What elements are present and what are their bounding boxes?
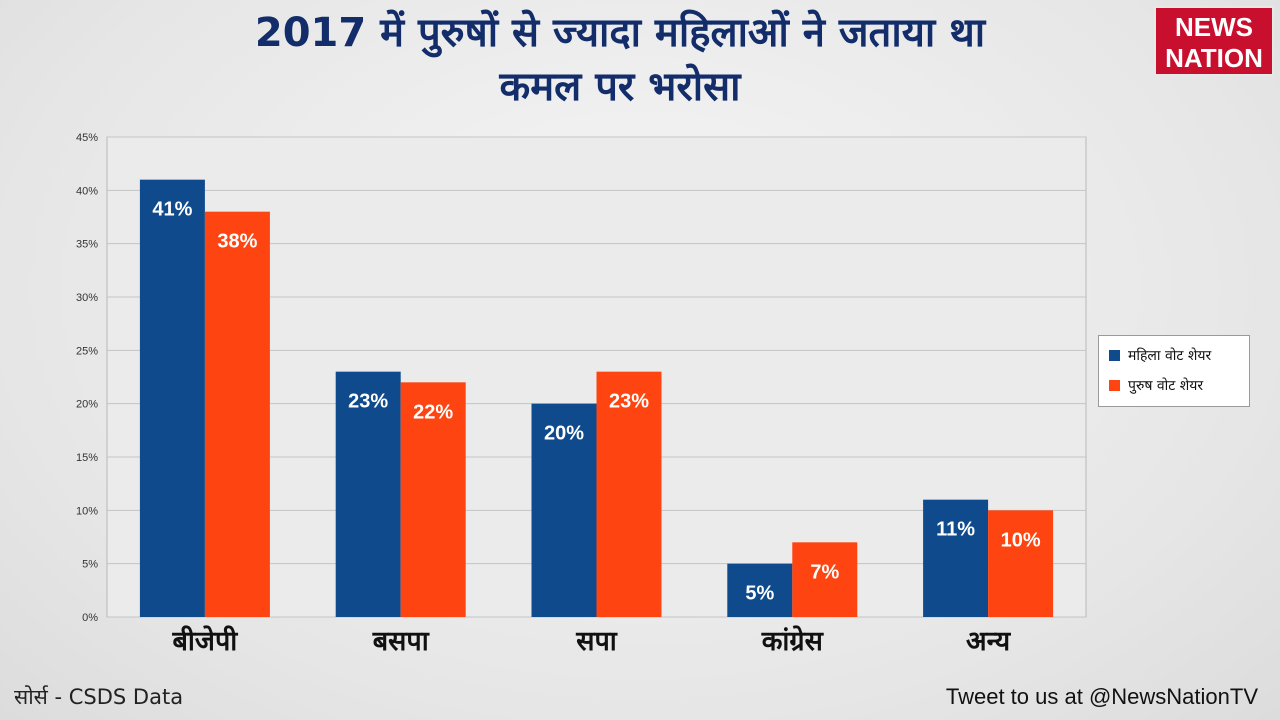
bar-value-label: 5% bbox=[745, 583, 774, 605]
bar bbox=[596, 371, 662, 617]
legend-item-men: पुरुष वोट शेयर bbox=[1109, 376, 1203, 396]
legend-swatch-women bbox=[1109, 350, 1120, 361]
y-tick-label: 25% bbox=[76, 345, 98, 357]
y-axis-ticks: 0% 5% 10% 15% 20% 25% 30% 35% 40% 45% bbox=[76, 132, 98, 624]
bar bbox=[139, 179, 205, 617]
title-line-2: कमल पर भरोसा bbox=[499, 64, 741, 110]
news-nation-logo: NEWS NATION bbox=[1154, 6, 1274, 76]
source-credit: सोर्स - CSDS Data bbox=[14, 685, 184, 709]
bar-value-label: 22% bbox=[413, 401, 453, 423]
logo-text-nation: NATION bbox=[1165, 43, 1263, 73]
chart-title: 2017 में पुरुषों से ज्यादा महिलाओं ने जत… bbox=[150, 6, 1090, 114]
bar-value-label: 10% bbox=[1001, 529, 1041, 551]
bar bbox=[727, 563, 793, 617]
y-tick-label: 5% bbox=[82, 559, 98, 571]
x-tick-label: अन्य bbox=[966, 626, 1012, 657]
bar bbox=[792, 542, 858, 617]
x-tick-label: बसपा bbox=[372, 626, 430, 657]
y-tick-label: 10% bbox=[76, 505, 98, 517]
y-tick-label: 35% bbox=[76, 239, 98, 251]
y-tick-label: 30% bbox=[76, 292, 98, 304]
bar bbox=[204, 211, 270, 617]
bar bbox=[335, 371, 401, 617]
y-tick-label: 15% bbox=[76, 452, 98, 464]
legend-label-women: महिला वोट शेयर bbox=[1128, 348, 1212, 364]
y-tick-label: 0% bbox=[82, 612, 98, 624]
bar-value-label: 20% bbox=[544, 423, 584, 445]
bar bbox=[400, 382, 466, 617]
legend: महिला वोट शेयर पुरुष वोट शेयर bbox=[1098, 335, 1250, 407]
bar-value-label: 23% bbox=[348, 391, 388, 413]
bar-value-label: 41% bbox=[152, 199, 192, 221]
bar bbox=[531, 403, 597, 617]
title-line-1: 2017 में पुरुषों से ज्यादा महिलाओं ने जत… bbox=[254, 10, 986, 56]
x-tick-label: सपा bbox=[575, 626, 618, 657]
tweet-handle: Tweet to us at @NewsNationTV bbox=[945, 684, 1258, 709]
bar-value-label: 38% bbox=[217, 231, 257, 253]
bars: 41% 38% 23% 22% 20% 23% 5% 7% 11% 10% bbox=[139, 179, 1054, 617]
logo-text-news: NEWS bbox=[1175, 12, 1253, 42]
y-tick-label: 20% bbox=[76, 399, 98, 411]
bar-value-label: 7% bbox=[810, 561, 839, 583]
y-tick-label: 40% bbox=[76, 185, 98, 197]
bar bbox=[923, 499, 989, 617]
bar bbox=[988, 510, 1054, 617]
x-tick-label: बीजेपी bbox=[172, 625, 239, 657]
legend-swatch-men bbox=[1109, 380, 1120, 391]
x-tick-label: कांग्रेस bbox=[761, 625, 825, 657]
bar-value-label: 23% bbox=[609, 391, 649, 413]
legend-label-men: पुरुष वोट शेयर bbox=[1128, 378, 1204, 394]
x-axis-labels: बीजेपी बसपा सपा कांग्रेस अन्य bbox=[172, 625, 1012, 657]
bar-value-label: 11% bbox=[936, 519, 975, 541]
legend-item-women: महिला वोट शेयर bbox=[1109, 346, 1211, 366]
y-tick-label: 45% bbox=[76, 132, 98, 144]
